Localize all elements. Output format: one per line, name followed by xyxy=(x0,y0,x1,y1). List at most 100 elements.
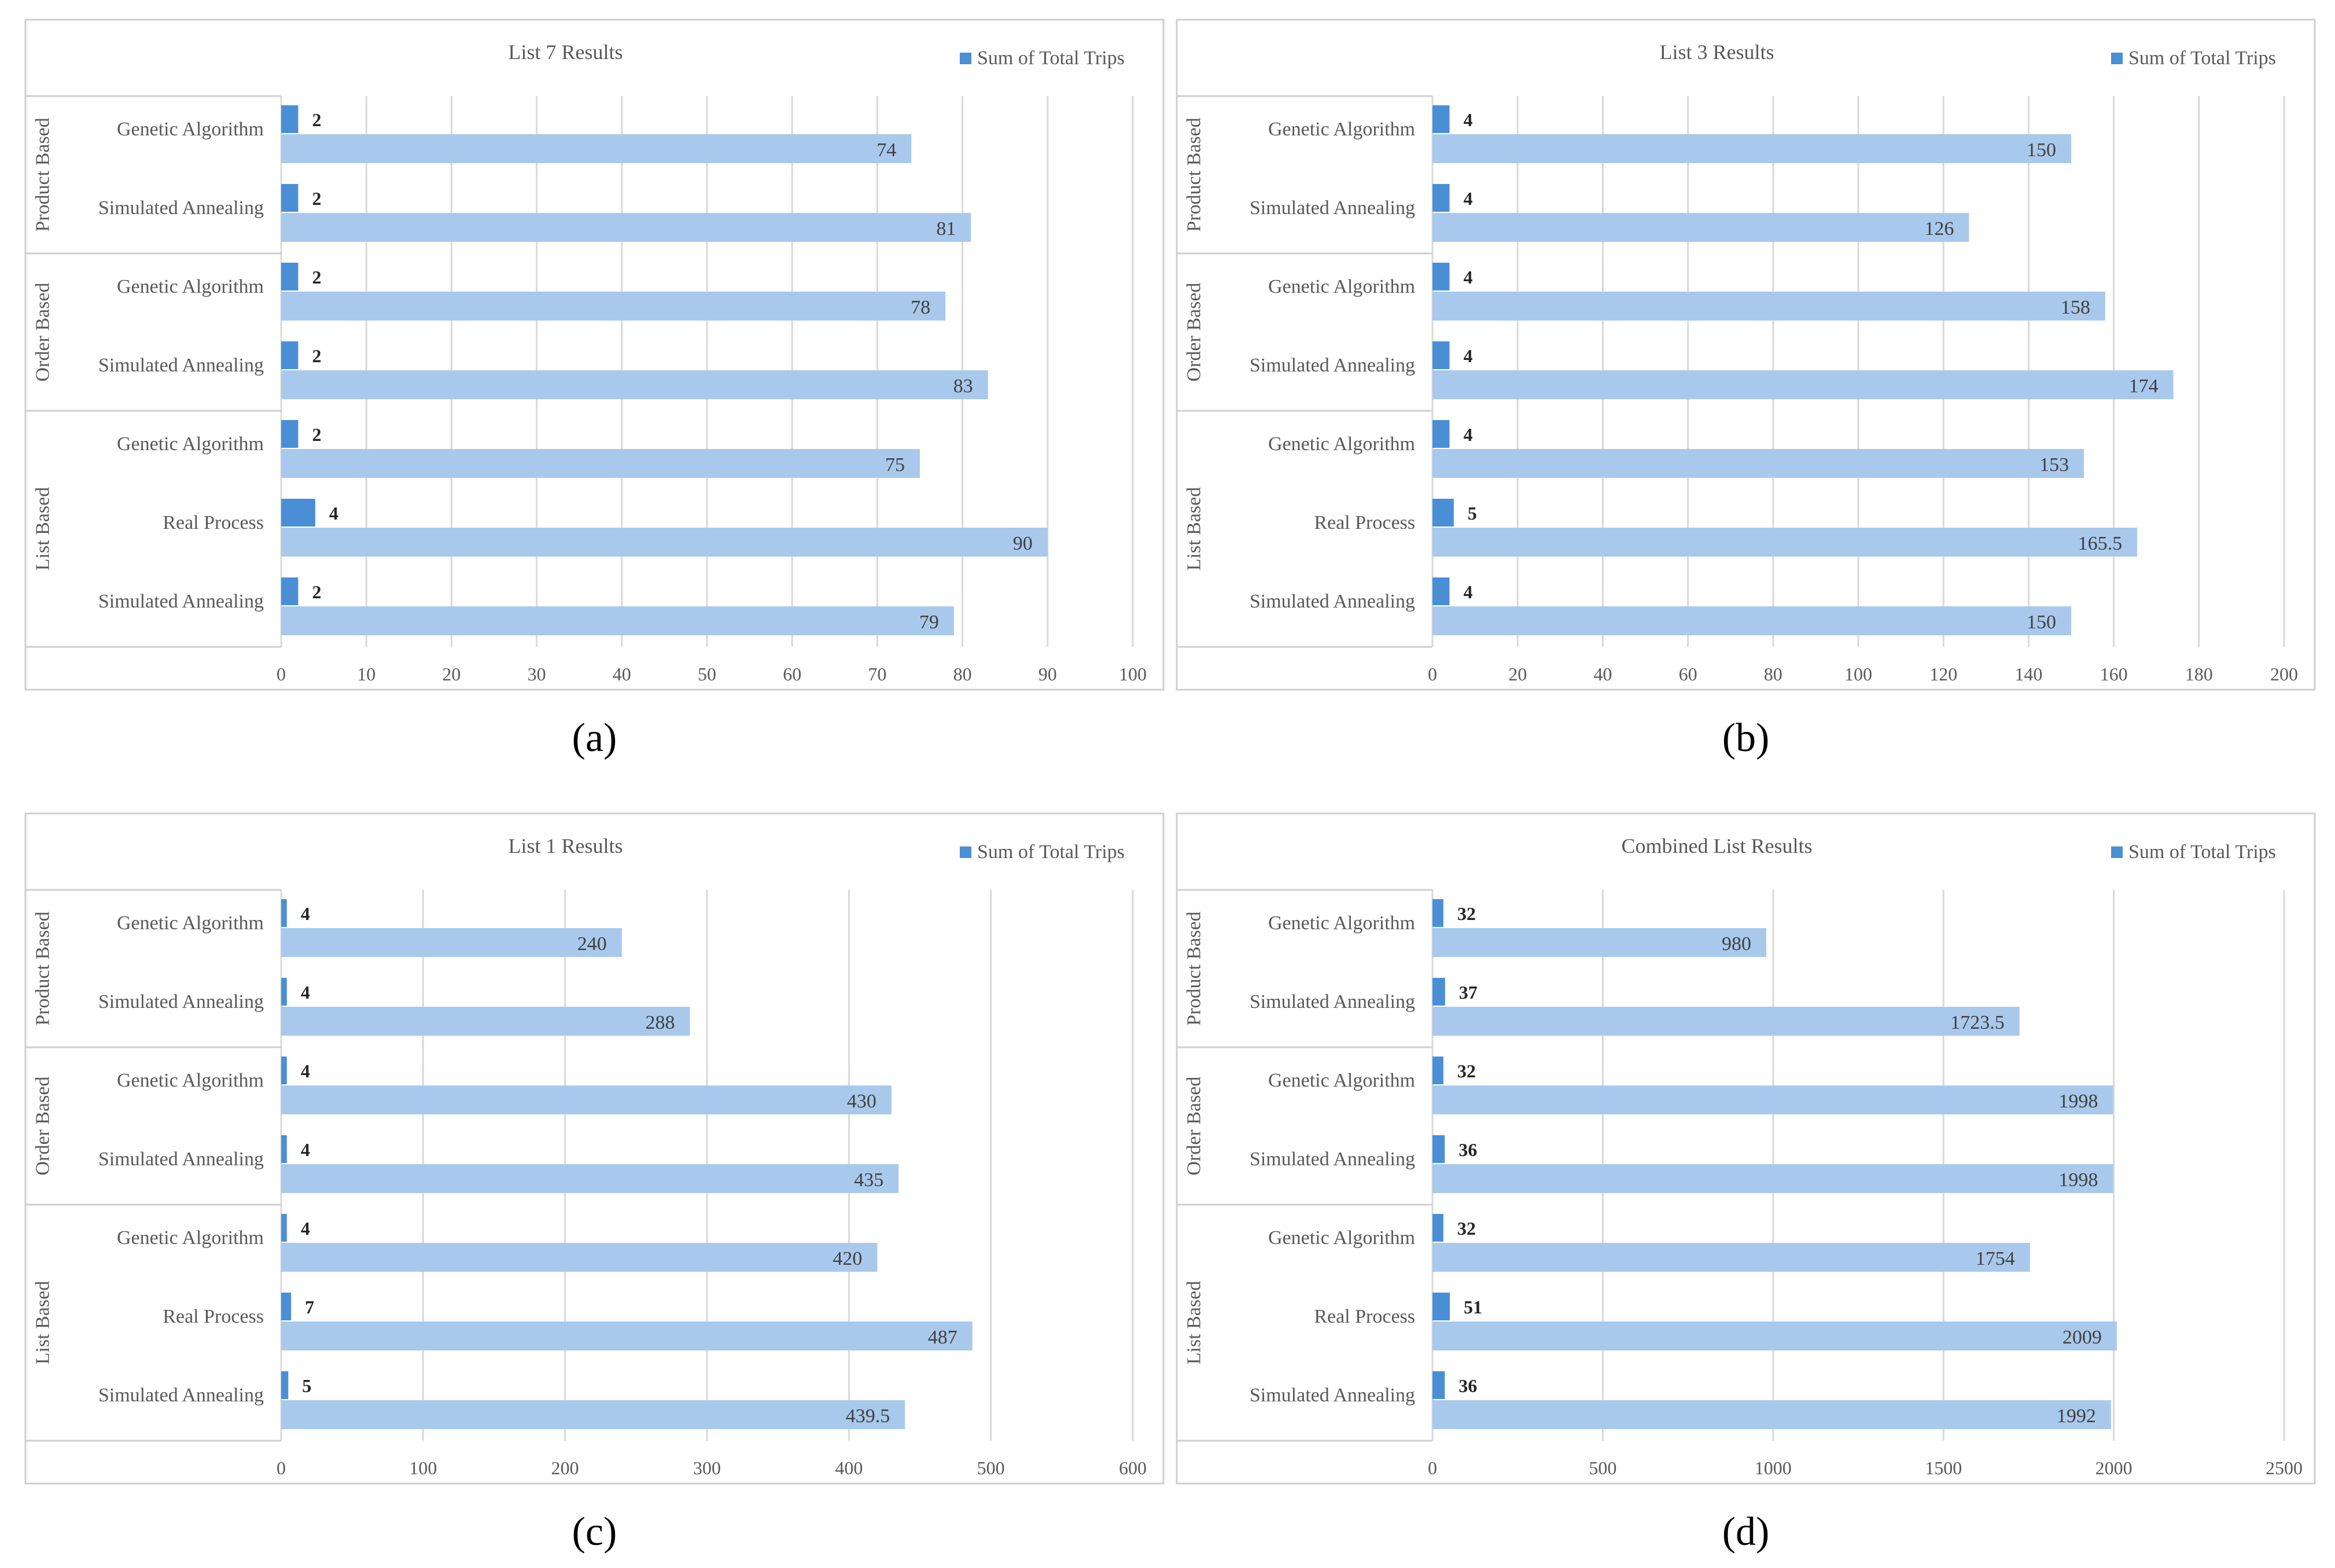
data-label-total-trips: 288 xyxy=(646,1012,675,1033)
bar-total-trips xyxy=(281,1243,878,1272)
data-label-sum-total-trips: 2 xyxy=(312,581,321,602)
data-label-sum-total-trips: 51 xyxy=(1464,1297,1482,1317)
data-label-total-trips: 439.5 xyxy=(846,1405,890,1427)
category-label: Real Process xyxy=(1314,512,1415,533)
bar-sum-total-trips xyxy=(281,263,299,290)
bar-total-trips xyxy=(281,528,1048,557)
data-label-sum-total-trips: 4 xyxy=(1463,267,1472,288)
data-label-sum-total-trips: 36 xyxy=(1459,1375,1477,1396)
data-label-total-trips: 1998 xyxy=(2058,1169,2098,1191)
bar-total-trips xyxy=(1432,528,2138,557)
x-tick-label: 60 xyxy=(783,664,801,684)
data-label-total-trips: 2009 xyxy=(2063,1327,2102,1348)
x-tick-label: 200 xyxy=(551,1457,579,1478)
data-label-sum-total-trips: 2 xyxy=(312,345,321,366)
bar-total-trips xyxy=(281,370,988,399)
category-label: Genetic Algorithm xyxy=(117,119,264,140)
group-label: Order Based xyxy=(1184,1077,1205,1176)
x-tick-label: 10 xyxy=(357,664,375,684)
x-tick-label: 400 xyxy=(835,1457,863,1478)
group-label: List Based xyxy=(1184,487,1205,570)
bar-total-trips xyxy=(281,1085,892,1114)
x-tick-label: 600 xyxy=(1119,1457,1147,1478)
data-label-total-trips: 81 xyxy=(936,218,956,240)
legend-swatch xyxy=(2111,846,2123,858)
bar-total-trips xyxy=(1432,928,1767,957)
category-label: Simulated Annealing xyxy=(1250,1385,1415,1406)
data-label-total-trips: 1723.5 xyxy=(1950,1012,2005,1033)
bar-total-trips xyxy=(1432,606,2071,635)
bar-sum-total-trips xyxy=(1432,899,1443,927)
chart-title: List 1 Results xyxy=(508,834,623,857)
x-tick-label: 180 xyxy=(2185,664,2213,684)
data-label-total-trips: 1992 xyxy=(2057,1405,2096,1427)
bar-sum-total-trips xyxy=(281,978,287,1006)
data-label-total-trips: 1998 xyxy=(2058,1091,2098,1112)
data-label-total-trips: 420 xyxy=(833,1248,862,1269)
category-label: Simulated Annealing xyxy=(1250,355,1415,376)
x-tick-label: 60 xyxy=(1679,664,1697,684)
bar-total-trips xyxy=(1432,1243,2030,1272)
data-label-sum-total-trips: 32 xyxy=(1457,1218,1476,1239)
bar-total-trips xyxy=(1432,370,2174,399)
bar-total-trips xyxy=(281,606,954,635)
group-label: List Based xyxy=(1184,1281,1205,1364)
category-label: Simulated Annealing xyxy=(98,1385,264,1406)
data-label-sum-total-trips: 4 xyxy=(301,982,310,1003)
category-label: Simulated Annealing xyxy=(98,1149,264,1170)
group-label: Product Based xyxy=(1184,117,1205,231)
x-tick-label: 100 xyxy=(409,1457,437,1478)
data-label-sum-total-trips: 4 xyxy=(301,1218,310,1239)
panel-caption: (c) xyxy=(572,1510,617,1554)
chart-frame xyxy=(24,812,1165,1485)
bar-total-trips xyxy=(1432,134,2071,163)
x-tick-label: 2000 xyxy=(2095,1457,2133,1478)
data-label-sum-total-trips: 36 xyxy=(1459,1139,1477,1160)
bar-sum-total-trips xyxy=(281,1135,287,1163)
category-label: Simulated Annealing xyxy=(98,197,264,219)
legend-label: Sum of Total Trips xyxy=(2128,47,2276,69)
bar-sum-total-trips xyxy=(281,899,287,927)
x-tick-label: 20 xyxy=(442,664,461,684)
legend-swatch xyxy=(2111,53,2123,64)
x-tick-label: 90 xyxy=(1038,664,1057,684)
group-label: Product Based xyxy=(32,117,54,231)
x-tick-label: 300 xyxy=(693,1457,721,1478)
data-label-sum-total-trips: 4 xyxy=(1463,188,1472,209)
category-label: Genetic Algorithm xyxy=(1268,119,1415,140)
chart-title: List 7 Results xyxy=(508,41,623,64)
data-label-total-trips: 150 xyxy=(2027,612,2056,633)
x-tick-label: 80 xyxy=(953,664,972,684)
chart-title: Combined List Results xyxy=(1621,834,1812,857)
bar-total-trips xyxy=(281,134,912,163)
data-label-total-trips: 150 xyxy=(2027,139,2056,161)
chart-panel-2: List 1 Results Sum of Total Trips 0 100 200 3… xyxy=(24,812,1165,1485)
panel-caption: (d) xyxy=(1722,1510,1770,1554)
bar-sum-total-trips xyxy=(281,1293,292,1320)
data-label-sum-total-trips: 32 xyxy=(1457,903,1476,924)
bar-sum-total-trips xyxy=(1432,184,1450,212)
bar-total-trips xyxy=(281,292,946,321)
bar-sum-total-trips xyxy=(1432,1214,1443,1242)
x-tick-label: 30 xyxy=(528,664,546,684)
bar-total-trips xyxy=(1432,1400,2111,1429)
chart-frame xyxy=(1176,812,2316,1485)
data-label-sum-total-trips: 5 xyxy=(1468,503,1477,524)
bar-total-trips xyxy=(281,1322,973,1350)
data-label-total-trips: 174 xyxy=(2129,376,2159,397)
bar-total-trips xyxy=(1432,292,2105,321)
x-tick-label: 1500 xyxy=(1925,1457,1962,1478)
bar-total-trips xyxy=(281,1164,899,1193)
x-tick-label: 40 xyxy=(613,664,631,684)
category-label: Genetic Algorithm xyxy=(1268,276,1415,297)
bar-sum-total-trips xyxy=(281,105,299,133)
x-tick-label: 120 xyxy=(1929,664,1957,684)
category-label: Simulated Annealing xyxy=(1250,197,1415,219)
data-label-sum-total-trips: 32 xyxy=(1457,1061,1476,1081)
bar-sum-total-trips xyxy=(281,1057,287,1084)
bar-sum-total-trips xyxy=(281,1214,287,1242)
bar-sum-total-trips xyxy=(281,341,299,369)
bar-sum-total-trips xyxy=(1432,1135,1445,1163)
data-label-total-trips: 165.5 xyxy=(2078,533,2123,554)
data-label-total-trips: 487 xyxy=(928,1327,957,1348)
